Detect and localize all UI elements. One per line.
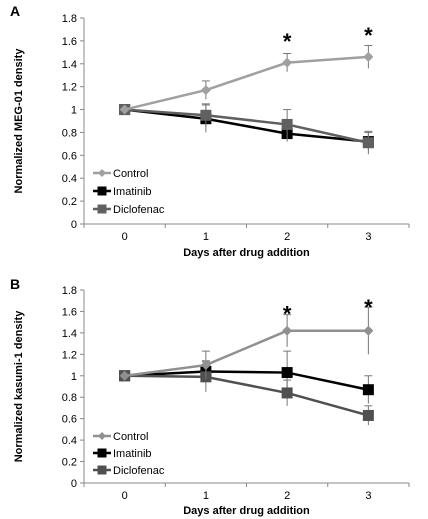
y-axis-label: Normalized kasumi-1 density (13, 310, 25, 462)
data-point (200, 85, 211, 96)
y-tick-label: 1.4 (62, 59, 77, 71)
data-point (362, 384, 374, 396)
legend-swatch-marker (97, 465, 107, 475)
legend-swatch-marker (98, 169, 106, 177)
legend: Control Imatinib Diclofenac (93, 431, 165, 477)
y-tick-label: 0.8 (62, 127, 77, 139)
data-point (363, 325, 374, 336)
chart-panel-B: B 0 0.2 0.4 0.6 0.8 1 1.2 1.4 1.6 1.8 0 1 2 3 Days afte… (10, 276, 410, 517)
y-tick-label: 0 (71, 219, 77, 231)
y-tick-label: 0.2 (62, 196, 77, 208)
significance-marker: * (364, 23, 373, 48)
x-axis-label: Days after drug addition (183, 505, 310, 517)
y-tick-label: 1 (71, 105, 77, 117)
series-line (124, 55, 369, 111)
significance-marker: * (283, 302, 292, 327)
series-line (124, 108, 369, 144)
x-tick-label: 2 (284, 490, 290, 502)
series-line (124, 329, 369, 378)
legend-swatch-marker (98, 432, 106, 440)
data-point (119, 370, 130, 381)
legend-entry: Diclofenac (113, 465, 165, 477)
y-tick-label: 0.2 (62, 457, 77, 469)
y-tick-label: 0.8 (62, 392, 77, 404)
y-tick-label: 1.6 (62, 36, 77, 48)
y-tick-label: 1.2 (62, 82, 77, 94)
series-control (119, 306, 374, 381)
x-tick-label: 3 (365, 490, 371, 502)
panel-label: A (10, 3, 20, 19)
series-control (119, 44, 374, 115)
data-point (282, 57, 293, 68)
y-tick-label: 1 (71, 371, 77, 383)
y-tick-label: 0.6 (62, 150, 77, 162)
data-point (200, 360, 211, 371)
series-diclofenac (119, 103, 374, 155)
panel-label: B (10, 276, 20, 292)
y-tick-label: 0.4 (62, 435, 77, 447)
data-point (281, 118, 293, 130)
data-point (200, 109, 212, 121)
significance-marker: * (283, 29, 292, 54)
series-line (124, 108, 369, 143)
y-tick-label: 1.8 (62, 13, 77, 25)
y-tick-label: 0.4 (62, 173, 77, 185)
legend: Control Imatinib Diclofenac (93, 168, 165, 216)
legend-entry: Control (113, 431, 148, 443)
y-tick-label: 1.4 (62, 328, 77, 340)
legend-entry: Control (113, 168, 148, 180)
x-tick-label: 1 (203, 490, 209, 502)
data-point (362, 409, 374, 421)
x-axis-label: Days after drug addition (183, 247, 310, 259)
legend-swatch-marker (97, 186, 107, 196)
legend-entry: Diclofenac (113, 204, 165, 216)
series-line (124, 374, 369, 417)
legend-swatch-marker (97, 448, 107, 458)
x-tick-label: 3 (365, 231, 371, 243)
y-tick-label: 1.8 (62, 285, 77, 297)
y-tick-label: 0.6 (62, 414, 77, 426)
x-tick-label: 0 (122, 231, 128, 243)
significance-marker: * (364, 295, 373, 320)
legend-entry: Imatinib (113, 186, 152, 198)
series-line (124, 370, 369, 391)
y-tick-label: 0 (71, 478, 77, 490)
data-point (363, 51, 374, 62)
legend-entry: Imatinib (113, 448, 152, 460)
y-axis-label: Normalized MEG-01 density (13, 48, 25, 194)
x-tick-label: 2 (284, 231, 290, 243)
data-point (119, 104, 130, 115)
x-tick-label: 0 (122, 490, 128, 502)
chart-panel-A: A 0 0.2 0.4 0.6 0.8 1 1.2 1.4 1.6 1.8 0 1 2 3 Days afte… (10, 3, 410, 259)
data-point (362, 137, 374, 149)
data-point (281, 387, 293, 399)
x-tick-label: 1 (203, 231, 209, 243)
y-tick-label: 1.6 (62, 306, 77, 318)
legend-swatch-marker (97, 204, 107, 214)
data-point (281, 367, 293, 379)
y-tick-label: 1.2 (62, 349, 77, 361)
data-point (282, 325, 293, 336)
